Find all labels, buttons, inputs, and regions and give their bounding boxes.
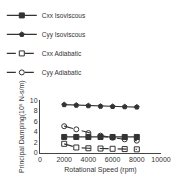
svg-text:10: 10	[30, 97, 38, 104]
svg-text:Cyy Adiabatic: Cyy Adiabatic	[42, 69, 82, 77]
svg-text:Cxx Isoviscous: Cxx Isoviscous	[42, 12, 86, 19]
svg-text:Rotational Speed (rpm): Rotational Speed (rpm)	[64, 166, 136, 174]
svg-text:10000: 10000	[151, 156, 171, 163]
svg-text:6: 6	[34, 118, 38, 125]
svg-text:Principal Damping(10⁵ N-s/m): Principal Damping(10⁵ N-s/m)	[18, 80, 26, 173]
svg-text:2000: 2000	[56, 156, 72, 163]
svg-text:4: 4	[34, 128, 38, 135]
svg-text:0: 0	[34, 149, 38, 156]
svg-text:0: 0	[38, 156, 42, 163]
svg-text:Cyy Isoviscous: Cyy Isoviscous	[42, 31, 86, 39]
svg-text:6000: 6000	[105, 156, 121, 163]
svg-text:4000: 4000	[81, 156, 97, 163]
svg-text:2: 2	[34, 139, 38, 146]
svg-text:8: 8	[34, 107, 38, 114]
svg-text:8000: 8000	[129, 156, 145, 163]
svg-text:Cxx Adiabatic: Cxx Adiabatic	[42, 50, 82, 57]
